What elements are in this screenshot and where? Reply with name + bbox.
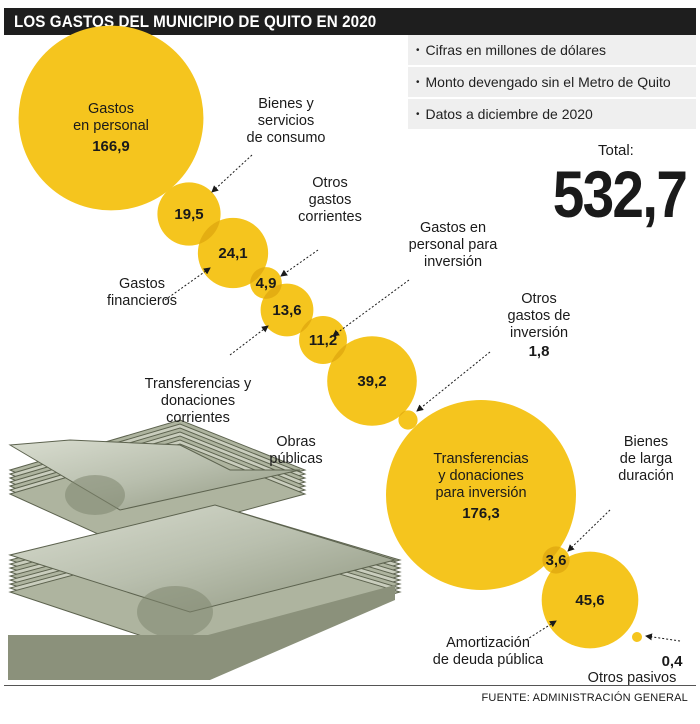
category-label: servicios: [258, 113, 314, 129]
bubble-1: [157, 182, 221, 246]
category-label: personal para: [409, 237, 499, 253]
value-label: 4,9: [256, 275, 277, 292]
category-label: Gastos: [88, 101, 134, 117]
bubble-0: [18, 25, 204, 211]
total-value: 532,7: [552, 157, 688, 231]
bubble-11: [632, 632, 642, 642]
notes-panel: • Cifras en millones de dólares • Monto de…: [408, 35, 696, 131]
category-label: donaciones: [161, 393, 235, 409]
value-label: 0,4: [662, 653, 684, 670]
leader-arrow: [229, 325, 269, 356]
value-label: 13,6: [272, 302, 301, 319]
category-label: financieros: [107, 293, 177, 309]
bubble-6: [327, 336, 417, 426]
category-label: Amortización: [446, 635, 530, 651]
bubble-2: [197, 217, 269, 289]
total-label: Total:: [598, 142, 634, 159]
leader-arrow: [525, 620, 557, 641]
category-label: de larga: [620, 451, 673, 467]
category-label: Bienes y: [258, 96, 314, 112]
bubble-8: [386, 400, 576, 590]
category-label: Otros: [521, 291, 556, 307]
value-label: 19,5: [174, 206, 203, 223]
category-label: y donaciones: [438, 468, 523, 484]
category-label: Gastos en: [420, 220, 486, 236]
category-label: Transferencias y: [145, 376, 252, 392]
value-label: 3,6: [546, 552, 567, 569]
category-label: de deuda pública: [433, 652, 544, 668]
leader-arrow: [332, 279, 410, 337]
value-label: 11,2: [309, 332, 337, 349]
category-label: corrientes: [298, 209, 362, 225]
category-label: gastos de: [508, 308, 571, 324]
source-credit: FUENTE: ADMINISTRACIÓN GENERAL: [481, 692, 688, 704]
value-label: 45,6: [575, 592, 604, 609]
leader-arrow: [280, 249, 319, 277]
bullet-icon: •: [416, 77, 420, 88]
note-scope: • Monto devengado sin el Metro de Quito: [408, 67, 696, 99]
leader-arrow: [164, 267, 211, 301]
note-units: • Cifras en millones de dólares: [408, 35, 696, 67]
leader-arrow: [645, 633, 681, 642]
category-label: Bienes: [624, 434, 668, 450]
category-label: de consumo: [247, 130, 326, 146]
leader-arrow: [211, 154, 253, 193]
value-label: 24,1: [218, 245, 247, 262]
bubble-5: [299, 316, 347, 364]
category-label: Transferencias: [433, 451, 528, 467]
category-label: duración: [618, 468, 674, 484]
bubble-4: [260, 283, 314, 337]
category-label: corrientes: [166, 410, 230, 426]
bubble-10: [541, 551, 639, 649]
category-label: inversión: [510, 325, 568, 341]
category-label: Otros: [312, 175, 347, 191]
bullet-icon: •: [416, 109, 420, 120]
note-date: • Datos a diciembre de 2020: [408, 99, 696, 131]
category-label: Obras: [276, 434, 316, 450]
divider: [4, 685, 696, 686]
category-label: Gastos: [119, 276, 165, 292]
bubble-7: [398, 410, 418, 430]
value-label: 166,9: [92, 138, 130, 155]
category-label: para inversión: [435, 485, 526, 501]
category-label: públicas: [269, 451, 322, 467]
category-label: inversión: [424, 254, 482, 270]
leader-arrow: [567, 509, 611, 552]
value-label: 39,2: [357, 373, 386, 390]
value-label: 176,3: [462, 505, 500, 522]
value-label: 1,8: [529, 343, 550, 360]
category-label: Otros pasivos: [588, 670, 677, 686]
category-label: en personal: [73, 118, 149, 134]
money-stack-icon: [8, 419, 402, 680]
category-label: gastos: [309, 192, 352, 208]
bullet-icon: •: [416, 45, 420, 56]
